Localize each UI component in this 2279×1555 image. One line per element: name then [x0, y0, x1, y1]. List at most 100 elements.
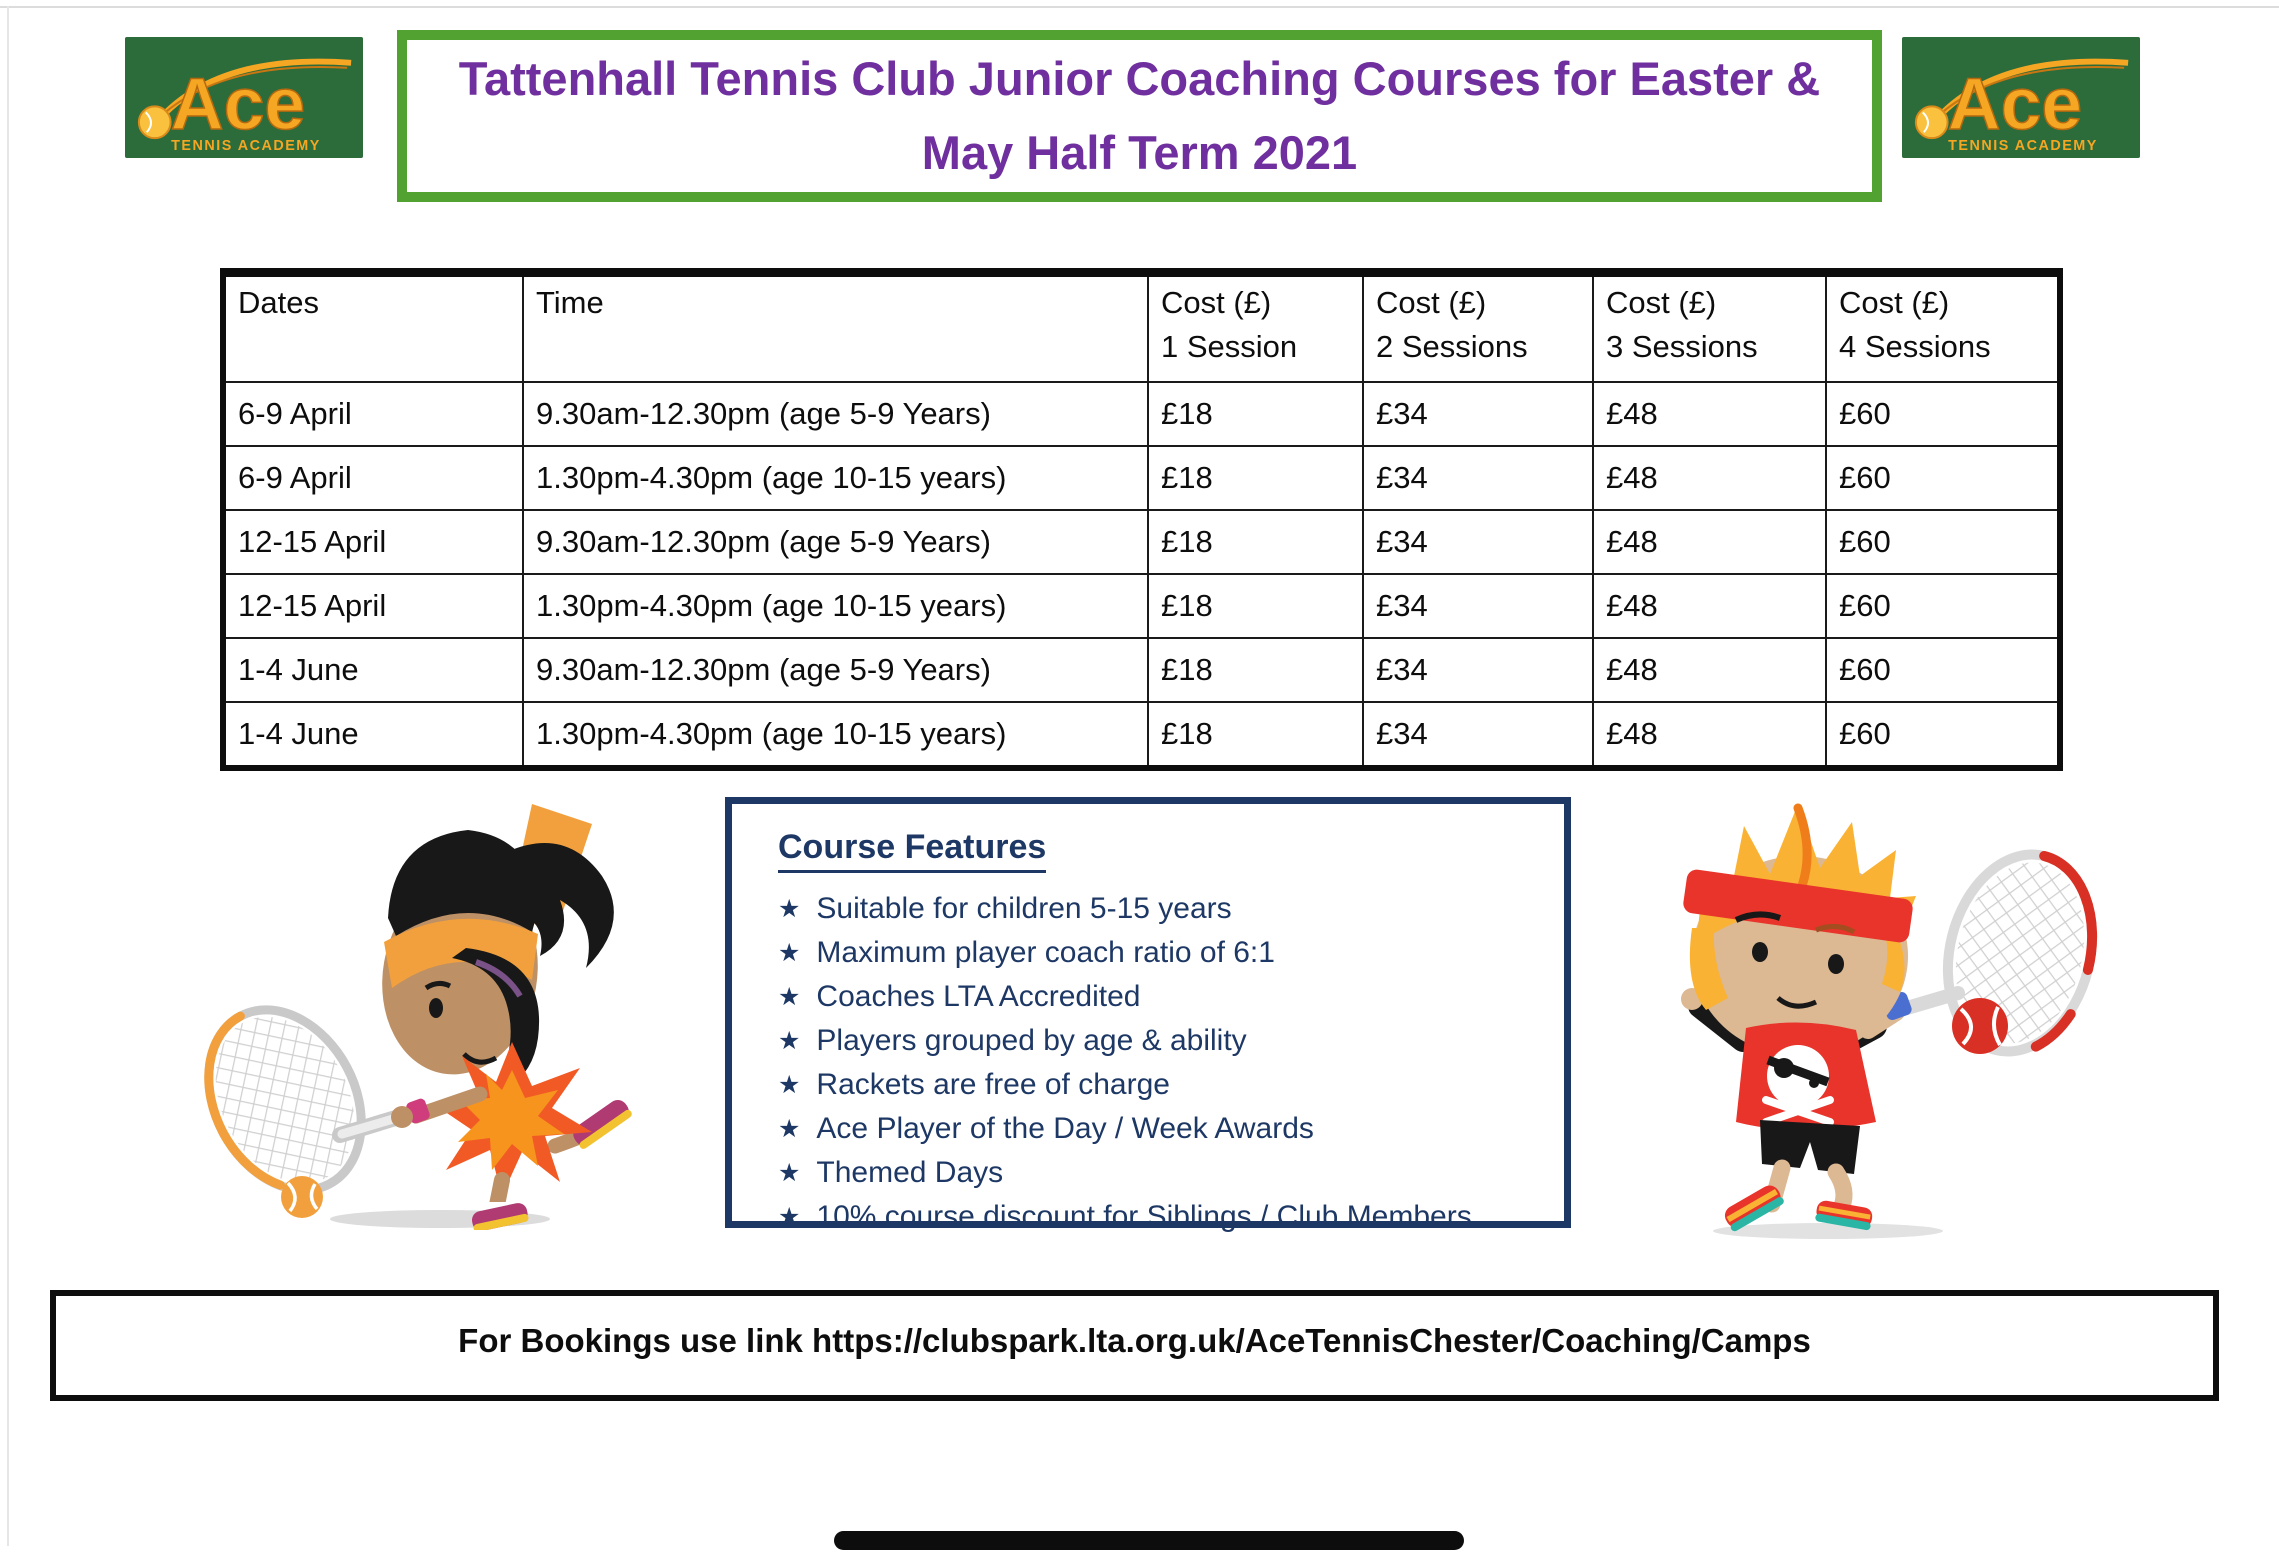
- boy-eye-left: [1752, 942, 1768, 962]
- star-bullet-icon: ★: [778, 939, 801, 967]
- girl-dress: [435, 1042, 592, 1196]
- cell-cost4: £60: [1825, 701, 2061, 769]
- cell-time: 9.30am-12.30pm (age 5-9 Years): [522, 381, 1149, 447]
- cell-time: 9.30am-12.30pm (age 5-9 Years): [522, 509, 1149, 575]
- title-box: Tattenhall Tennis Club Junior Coaching C…: [397, 30, 1882, 202]
- ace-academy-logo-right: [1896, 37, 2146, 158]
- cell-time: 9.30am-12.30pm (age 5-9 Years): [522, 637, 1149, 703]
- pricing-table-header-row: Dates Time Cost (£) 1 Session Cost (£) 2 S…: [222, 271, 2061, 383]
- cell-cost3: £48: [1592, 445, 1827, 511]
- list-item: ★ Coaches LTA Accredited: [778, 980, 1141, 1013]
- col-header-cost-2: Cost (£) 2 Sessions: [1362, 271, 1594, 383]
- girl-front-leg: [471, 1172, 529, 1230]
- page-edge-left: [7, 6, 9, 1546]
- table-row: 12-15 April 9.30am-12.30pm (age 5-9 Year…: [222, 509, 2061, 575]
- boy-eyebrow-left: [1734, 911, 1782, 923]
- boy-shoe-left: [1724, 1185, 1784, 1232]
- table-row: 12-15 April 1.30pm-4.30pm (age 10-15 yea…: [222, 573, 2061, 639]
- cell-cost1: £18: [1147, 637, 1364, 703]
- list-item: ★ 10% course discount for Siblings / Club…: [778, 1200, 1472, 1233]
- star-bullet-icon: ★: [778, 1027, 801, 1055]
- star-bullet-icon: ★: [778, 1071, 801, 1099]
- cell-cost4: £60: [1825, 445, 2061, 511]
- page-title-line1: Tattenhall Tennis Club Junior Coaching C…: [458, 52, 1821, 105]
- star-bullet-icon: ★: [778, 895, 801, 923]
- col-header-cost-1: Cost (£) 1 Session: [1147, 271, 1364, 383]
- col-header-dates: Dates: [222, 271, 524, 383]
- girl-back-foot: [547, 1100, 632, 1154]
- boy-head: [1683, 803, 1916, 1056]
- col-header-cost-4: Cost (£) 4 Sessions: [1825, 271, 2061, 383]
- star-bullet-icon: ★: [778, 1115, 801, 1143]
- page-edge-top: [0, 6, 2279, 8]
- list-item: ★ Rackets are free of charge: [778, 1068, 1170, 1101]
- cell-time: 1.30pm-4.30pm (age 10-15 years): [522, 701, 1149, 769]
- boy-smile: [1776, 996, 1818, 1009]
- cell-cost3: £48: [1592, 637, 1827, 703]
- cell-dates: 1-4 June: [222, 637, 524, 703]
- cell-cost2: £34: [1362, 573, 1594, 639]
- boy-shorts-legs: [1724, 1120, 1873, 1232]
- girl-arm: [391, 1086, 488, 1128]
- table-row: 1-4 June 9.30am-12.30pm (age 5-9 Years) …: [222, 637, 2061, 703]
- cell-cost3: £48: [1592, 573, 1827, 639]
- cell-cost2: £34: [1362, 445, 1594, 511]
- pricing-table: Dates Time Cost (£) 1 Session Cost (£) 2 S…: [220, 268, 2063, 771]
- cell-cost2: £34: [1362, 381, 1594, 447]
- booking-link-text: For Bookings use link https://clubspark.…: [458, 1321, 1811, 1359]
- cell-dates: 12-15 April: [222, 573, 524, 639]
- table-row: 6-9 April 1.30pm-4.30pm (age 10-15 years…: [222, 445, 2061, 511]
- boy-headband: [1683, 869, 1913, 943]
- cell-cost1: £18: [1147, 381, 1364, 447]
- cell-time: 1.30pm-4.30pm (age 10-15 years): [522, 573, 1149, 639]
- cell-cost2: £34: [1362, 637, 1594, 703]
- girl-head: [382, 830, 540, 1094]
- booking-info-box: For Bookings use link https://clubspark.…: [50, 1290, 2219, 1401]
- list-item: ★ Themed Days: [778, 1156, 1004, 1189]
- cell-cost3: £48: [1592, 701, 1827, 769]
- col-header-time: Time: [522, 271, 1149, 383]
- star-bullet-icon: ★: [778, 983, 801, 1011]
- star-bullet-icon: ★: [778, 1159, 801, 1187]
- cell-time: 1.30pm-4.30pm (age 10-15 years): [522, 445, 1149, 511]
- ace-academy-logo-left: [122, 37, 366, 158]
- course-features-heading: Course Features: [778, 828, 1047, 873]
- girl-player-illustration: [204, 804, 632, 1230]
- boy-eyebrow-right: [1815, 924, 1856, 935]
- course-features-list: ★ Suitable for children 5-15 years ★ Maxim…: [778, 887, 1544, 1239]
- boy-shadow: [1713, 1223, 1943, 1239]
- tennis-ball-orange: [281, 1176, 323, 1218]
- cell-cost1: £18: [1147, 701, 1364, 769]
- cell-cost4: £60: [1825, 573, 2061, 639]
- girl-eyebrow: [424, 980, 452, 991]
- girl-racket: [204, 1005, 410, 1195]
- cell-dates: 12-15 April: [222, 509, 524, 575]
- col-header-cost-3: Cost (£) 3 Sessions: [1592, 271, 1827, 383]
- boy-shoe-right: [1815, 1200, 1873, 1231]
- cell-cost2: £34: [1362, 509, 1594, 575]
- boy-eye-right: [1828, 954, 1844, 974]
- cell-cost4: £60: [1825, 637, 2061, 703]
- cell-cost1: £18: [1147, 509, 1364, 575]
- cell-cost3: £48: [1592, 381, 1827, 447]
- girl-eye: [429, 998, 443, 1018]
- cell-cost4: £60: [1825, 509, 2061, 575]
- list-item: ★ Maximum player coach ratio of 6:1: [778, 936, 1275, 969]
- boy-player-illustration: [1681, 803, 2098, 1239]
- page-title-line2: May Half Term 2021: [921, 126, 1358, 179]
- table-row: 1-4 June 1.30pm-4.30pm (age 10-15 years)…: [222, 701, 2061, 769]
- list-item: ★ Suitable for children 5-15 years: [778, 892, 1232, 925]
- cell-cost4: £60: [1825, 381, 2061, 447]
- table-row: 6-9 April 9.30am-12.30pm (age 5-9 Years)…: [222, 381, 2061, 447]
- cell-cost1: £18: [1147, 573, 1364, 639]
- star-bullet-icon: ★: [778, 1203, 801, 1231]
- cell-cost2: £34: [1362, 701, 1594, 769]
- tennis-ball-red: [1952, 998, 2008, 1054]
- cell-dates: 6-9 April: [222, 445, 524, 511]
- girl-hair: [388, 830, 538, 936]
- list-item: ★ Ace Player of the Day / Week Awards: [778, 1112, 1314, 1145]
- bottom-divider-bar: [834, 1531, 1464, 1550]
- course-features-box: Course Features ★ Suitable for children 5…: [725, 797, 1571, 1233]
- girl-smile: [462, 1052, 498, 1065]
